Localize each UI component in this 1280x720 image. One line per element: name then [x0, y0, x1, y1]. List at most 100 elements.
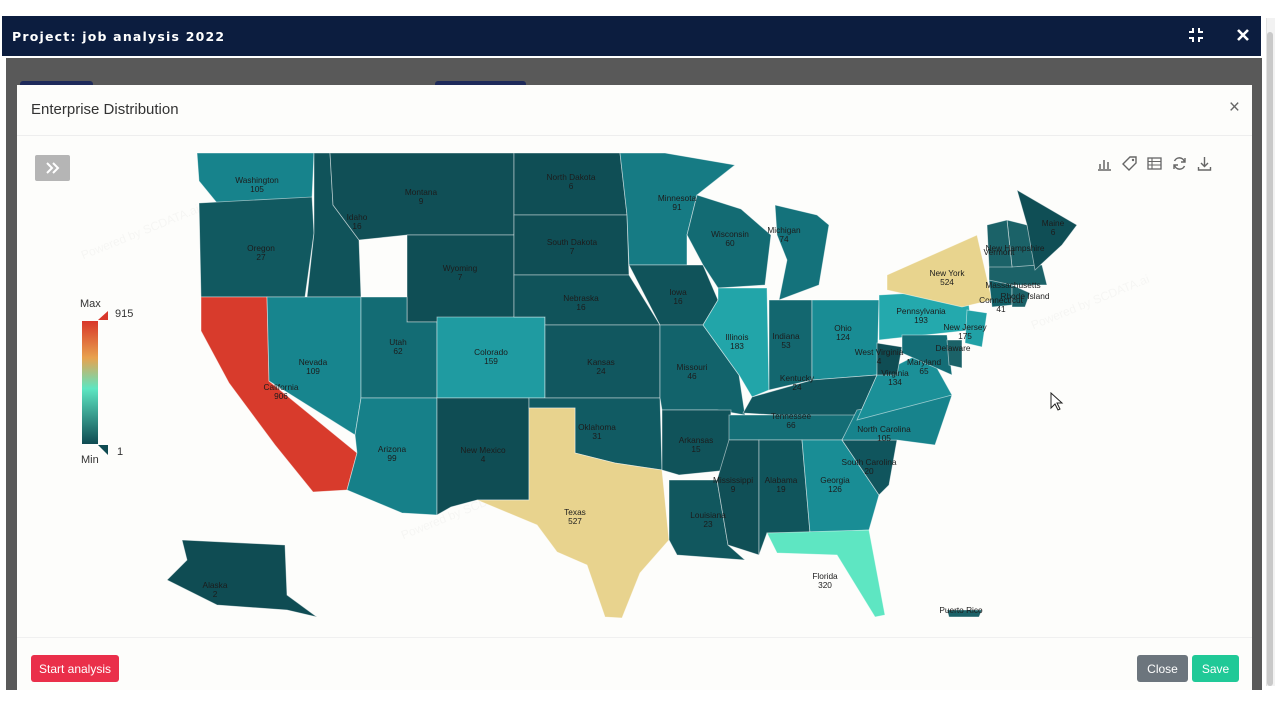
scrollbar-thumb[interactable] [1267, 32, 1273, 686]
legend-min-handle[interactable] [98, 445, 108, 455]
legend-min-value: 1 [117, 446, 124, 458]
state-label-south-dakota: South Dakota 7 [547, 237, 598, 256]
state-label-oklahoma: Oklahoma 31 [578, 422, 616, 441]
table-icon[interactable] [1146, 155, 1163, 172]
title-bar: Project: job analysis 2022 [2, 16, 1261, 56]
state-virginia[interactable] [856, 349, 953, 421]
expand-panel-icon [45, 162, 59, 174]
enterprise-distribution-dialog: Enterprise Distribution × Powered by SCD… [17, 85, 1252, 690]
state-rhode-island[interactable] [1011, 284, 1031, 308]
dialog-title: Enterprise Distribution [31, 101, 179, 118]
state-label-nevada: Nevada 109 [299, 357, 328, 376]
state-label-south-carolina: South Carolina 20 [842, 457, 897, 476]
refresh-icon[interactable] [1171, 155, 1188, 172]
state-label-iowa: Iowa 16 [669, 287, 687, 306]
state-texas[interactable] [476, 407, 670, 619]
state-label-new-jersey: New Jersey 175 [943, 322, 987, 341]
state-label-colorado: Colorado 159 [474, 347, 508, 366]
state-label-kentucky: Kentucky 24 [780, 373, 815, 392]
window-title: Project: job analysis 2022 [12, 29, 226, 44]
mouse-cursor [1050, 392, 1064, 411]
state-georgia[interactable] [801, 439, 880, 534]
state-label-missouri: Missouri 46 [677, 362, 708, 381]
state-label-massachusetts: Massachusetts [985, 280, 1040, 290]
state-florida[interactable] [766, 529, 886, 618]
state-label-kansas: Kansas 24 [587, 357, 615, 376]
state-label-tennessee: Tennessee 66 [771, 411, 812, 430]
state-label-wyoming: Wyoming 7 [443, 263, 478, 282]
state-label-georgia: Georgia 126 [820, 475, 850, 494]
state-label-new-mexico: New Mexico 4 [460, 445, 506, 464]
state-label-illinois: Illinois 183 [725, 332, 748, 351]
state-label-idaho: Idaho 16 [347, 212, 368, 231]
save-button[interactable]: Save [1192, 655, 1239, 682]
state-label-florida: Florida 320 [812, 571, 838, 590]
state-label-pennsylvania: Pennsylvania 193 [896, 306, 946, 325]
background-tab [435, 81, 526, 87]
state-delaware[interactable] [946, 339, 963, 369]
tag-icon[interactable] [1121, 155, 1138, 172]
state-label-virginia: Virginia 134 [881, 368, 909, 387]
state-new-jersey[interactable] [964, 309, 988, 348]
legend-max-value: 915 [115, 308, 134, 320]
state-label-minnesota: Minnesota 91 [658, 193, 697, 212]
expand-panel-button[interactable] [35, 155, 70, 181]
state-label-connecticut: Connecticut 41 [979, 295, 1024, 314]
legend-min-label: Min [81, 454, 99, 466]
state-label-arizona: Arizona 99 [378, 444, 407, 463]
state-label-montana: Montana 9 [405, 187, 438, 206]
state-label-north-dakota: North Dakota 6 [547, 172, 596, 191]
state-label-maine: Maine 6 [1042, 218, 1065, 237]
state-label-north-carolina: North Carolina 105 [857, 424, 911, 443]
state-label-michigan: Michigan 74 [767, 225, 801, 244]
state-label-louisiana: Louisiana 23 [690, 510, 726, 529]
state-label-new-york: New York 524 [929, 268, 965, 287]
dialog-close-icon[interactable]: × [1228, 97, 1240, 118]
state-label-puerto-rico: Puerto Rico [939, 605, 983, 615]
start-analysis-button[interactable]: Start analysis [31, 655, 119, 682]
compress-icon[interactable] [1185, 24, 1207, 46]
state-label-indiana: Indiana 53 [772, 331, 800, 350]
divider [17, 637, 1252, 638]
state-label-alaska: Alaska 2 [203, 580, 228, 599]
state-label-alabama: Alabama 19 [765, 475, 798, 494]
state-maine[interactable] [1016, 189, 1078, 271]
state-michigan[interactable] [774, 204, 830, 301]
state-vermont[interactable] [986, 219, 1013, 268]
us-choropleth-map: Washington 105 Oregon 27 California 906 Idaho 1… [166, 152, 1078, 619]
state-arkansas[interactable] [661, 409, 732, 476]
state-label-new-hampshire: New Hampshire [985, 243, 1044, 253]
state-label-oregon: Oregon 27 [247, 243, 275, 262]
close-icon[interactable] [1232, 24, 1254, 46]
state-label-mississippi: Mississippi 9 [713, 475, 753, 494]
state-label-rhode-island: Rhode Island [1001, 291, 1050, 301]
state-new-york[interactable] [886, 234, 993, 308]
state-west-virginia[interactable] [876, 342, 903, 376]
state-label-west-virginia: West Virginia 4 [855, 347, 904, 366]
bar-chart-icon[interactable] [1096, 155, 1113, 172]
state-label-arkansas: Arkansas 15 [679, 435, 714, 454]
state-oregon[interactable] [198, 196, 315, 298]
legend-max-handle[interactable] [98, 311, 108, 320]
state-label-california: California 906 [263, 382, 298, 401]
legend-max-label: Max [80, 298, 101, 310]
download-icon[interactable] [1196, 155, 1213, 172]
state-maryland[interactable] [901, 334, 953, 376]
state-label-utah: Utah 62 [389, 337, 407, 356]
state-mississippi[interactable] [716, 439, 760, 556]
close-button[interactable]: Close [1137, 655, 1188, 682]
state-label-wisconsin: Wisconsin 60 [711, 229, 749, 248]
state-label-texas: Texas 527 [564, 507, 586, 526]
legend-color-scale[interactable] [79, 309, 115, 457]
state-label-maryland: Maryland 65 [907, 357, 942, 376]
state-label-vermont: Vermont [984, 247, 1016, 257]
state-wisconsin[interactable] [686, 194, 772, 289]
state-label-delaware: Delaware [935, 343, 970, 353]
state-label-ohio: Ohio 124 [834, 323, 852, 342]
background-tab [20, 81, 93, 87]
state-alaska[interactable] [166, 539, 318, 618]
state-puerto-rico[interactable] [946, 609, 983, 618]
state-illinois[interactable] [702, 287, 770, 398]
state-label-nebraska: Nebraska 16 [563, 293, 599, 312]
state-label-washington: Washington 105 [235, 175, 279, 194]
